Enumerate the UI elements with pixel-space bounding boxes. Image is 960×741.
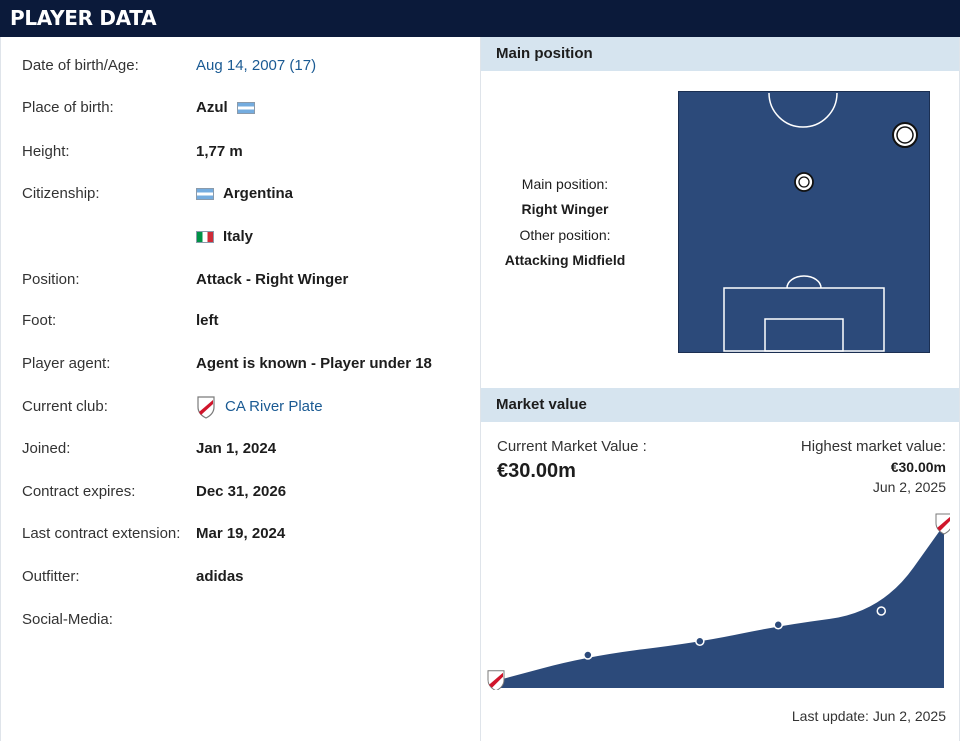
market-value-line [495, 522, 945, 681]
extension-value: Mar 19, 2024 [196, 525, 286, 542]
club-crest-point-icon[interactable] [935, 513, 950, 535]
last-update: Last update: Jun 2, 2025 [791, 708, 946, 724]
birth-date-link[interactable]: Aug 14, 2007 (17) [196, 57, 317, 74]
other-position-value: Attacking Midfield [504, 252, 626, 268]
citizenship-country: Argentina [223, 185, 294, 202]
current-market-value-label: Current Market Value : [497, 438, 647, 455]
info-label: Current club: [22, 398, 108, 415]
main-position-value: Right Winger [521, 201, 609, 217]
info-label: Outfitter: [22, 568, 80, 585]
argentina-flag-icon [196, 188, 214, 200]
citizenship-value: Argentina [196, 182, 293, 206]
market-value-point[interactable] [773, 620, 783, 630]
highest-market-value: €30.00m [890, 459, 946, 475]
agent-value: Agent is known - Player under 18 [196, 355, 432, 372]
place-of-birth: Azul [196, 96, 255, 120]
info-label: Foot: [22, 312, 57, 329]
main-position-label: Main position: [521, 176, 609, 192]
other-position-marker [794, 172, 814, 192]
market-value-point[interactable] [583, 650, 593, 660]
outfitter-value: adidas [196, 568, 244, 585]
info-label: Joined: [22, 440, 71, 457]
current-market-value: €30.00m [497, 460, 576, 482]
joined-value: Jan 1, 2024 [196, 440, 277, 457]
highest-market-value-label: Highest market value: [800, 438, 946, 455]
other-position-label: Other position: [519, 227, 611, 243]
club-crest-point-icon[interactable] [487, 670, 505, 690]
other-position-marker-ring [798, 176, 810, 188]
main-position-marker-ring [896, 126, 914, 144]
market-value-point[interactable] [695, 636, 705, 646]
center-circle [768, 92, 838, 128]
info-label: Social-Media: [22, 611, 113, 628]
current-club: CA River Plate [196, 395, 323, 419]
market-value-chart[interactable] [484, 512, 950, 690]
penalty-arc [786, 275, 822, 289]
market-value-title: Market value [481, 388, 959, 422]
info-label: Place of birth: [22, 99, 114, 116]
pitch-diagram [678, 91, 930, 353]
citizenship-value: Italy [196, 225, 253, 249]
pitch-field [678, 91, 930, 353]
height-value: 1,77 m [196, 143, 243, 160]
info-label: Date of birth/Age: [22, 57, 139, 74]
info-label: Contract expires: [22, 483, 136, 500]
club-link[interactable]: CA River Plate [225, 398, 323, 415]
market-value-point[interactable] [876, 606, 887, 616]
section-header: PLAYER DATA [0, 0, 960, 37]
market-value-area [496, 523, 944, 688]
info-label: Last contract extension: [22, 525, 181, 542]
column-divider [480, 37, 481, 741]
info-label: Height: [22, 143, 70, 160]
citizenship-country: Italy [223, 228, 254, 245]
goal-box [764, 318, 844, 352]
foot-value: left [196, 312, 219, 329]
contract-value: Dec 31, 2026 [196, 483, 287, 500]
argentina-flag-icon [236, 102, 255, 114]
italy-flag-icon [196, 231, 214, 243]
main-position-title: Main position [481, 37, 959, 71]
info-label: Citizenship: [22, 185, 100, 202]
info-label: Player agent: [22, 355, 111, 372]
place-value: Azul [196, 99, 228, 116]
position-value: Attack - Right Winger [196, 271, 349, 288]
club-crest-icon[interactable] [196, 395, 216, 419]
highest-market-value-date: Jun 2, 2025 [872, 479, 946, 495]
info-label: Position: [22, 271, 80, 288]
